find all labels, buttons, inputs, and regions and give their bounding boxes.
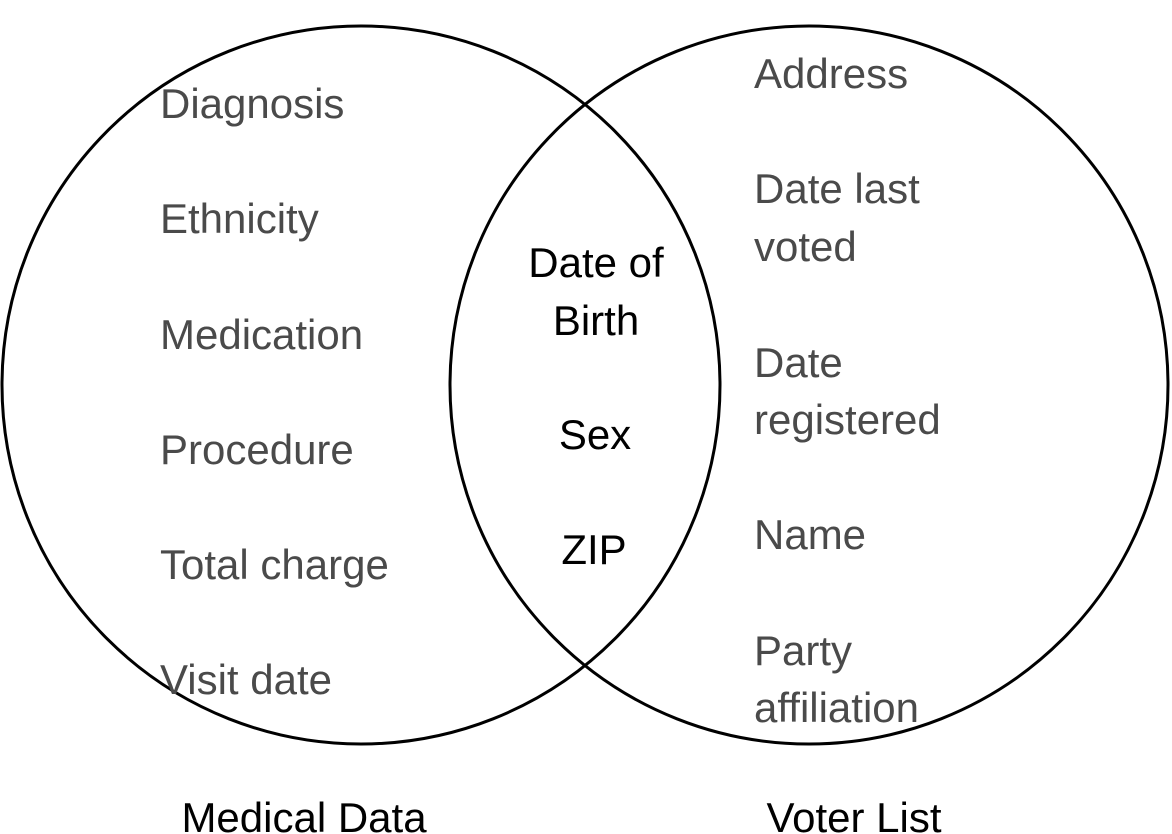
medical-data-circle [0, 24, 722, 746]
shared-item-line: Date of [528, 239, 664, 286]
medical-item: Procedure [160, 426, 354, 473]
shared-item-line: Birth [553, 297, 639, 344]
medical-item: Medication [160, 311, 363, 358]
shared-item-line: Sex [559, 411, 631, 458]
medical-item: Ethnicity [160, 195, 319, 242]
medical-data-items: Diagnosis Ethnicity Medication Procedure… [160, 80, 389, 703]
medical-item: Visit date [160, 656, 332, 703]
voter-item-line: affiliation [754, 684, 919, 731]
intersection-items: Date of Birth Sex ZIP [528, 239, 664, 573]
voter-item-line: Party [754, 627, 852, 674]
voter-item-line: voted [754, 223, 857, 270]
voter-item-line: registered [754, 396, 941, 443]
shared-item-line: ZIP [561, 526, 626, 573]
medical-data-label: Medical Data [181, 794, 427, 834]
voter-item-line: Date [754, 339, 843, 386]
voter-list-circle [448, 24, 1170, 746]
voter-item-line: Date last [754, 165, 920, 212]
medical-item: Diagnosis [160, 80, 344, 127]
voter-list-items: Address Date last voted Date registered … [754, 50, 941, 731]
voter-list-label: Voter List [766, 794, 941, 834]
voter-item-line: Name [754, 511, 866, 558]
voter-item-line: Address [754, 50, 908, 97]
medical-item: Total charge [160, 541, 389, 588]
